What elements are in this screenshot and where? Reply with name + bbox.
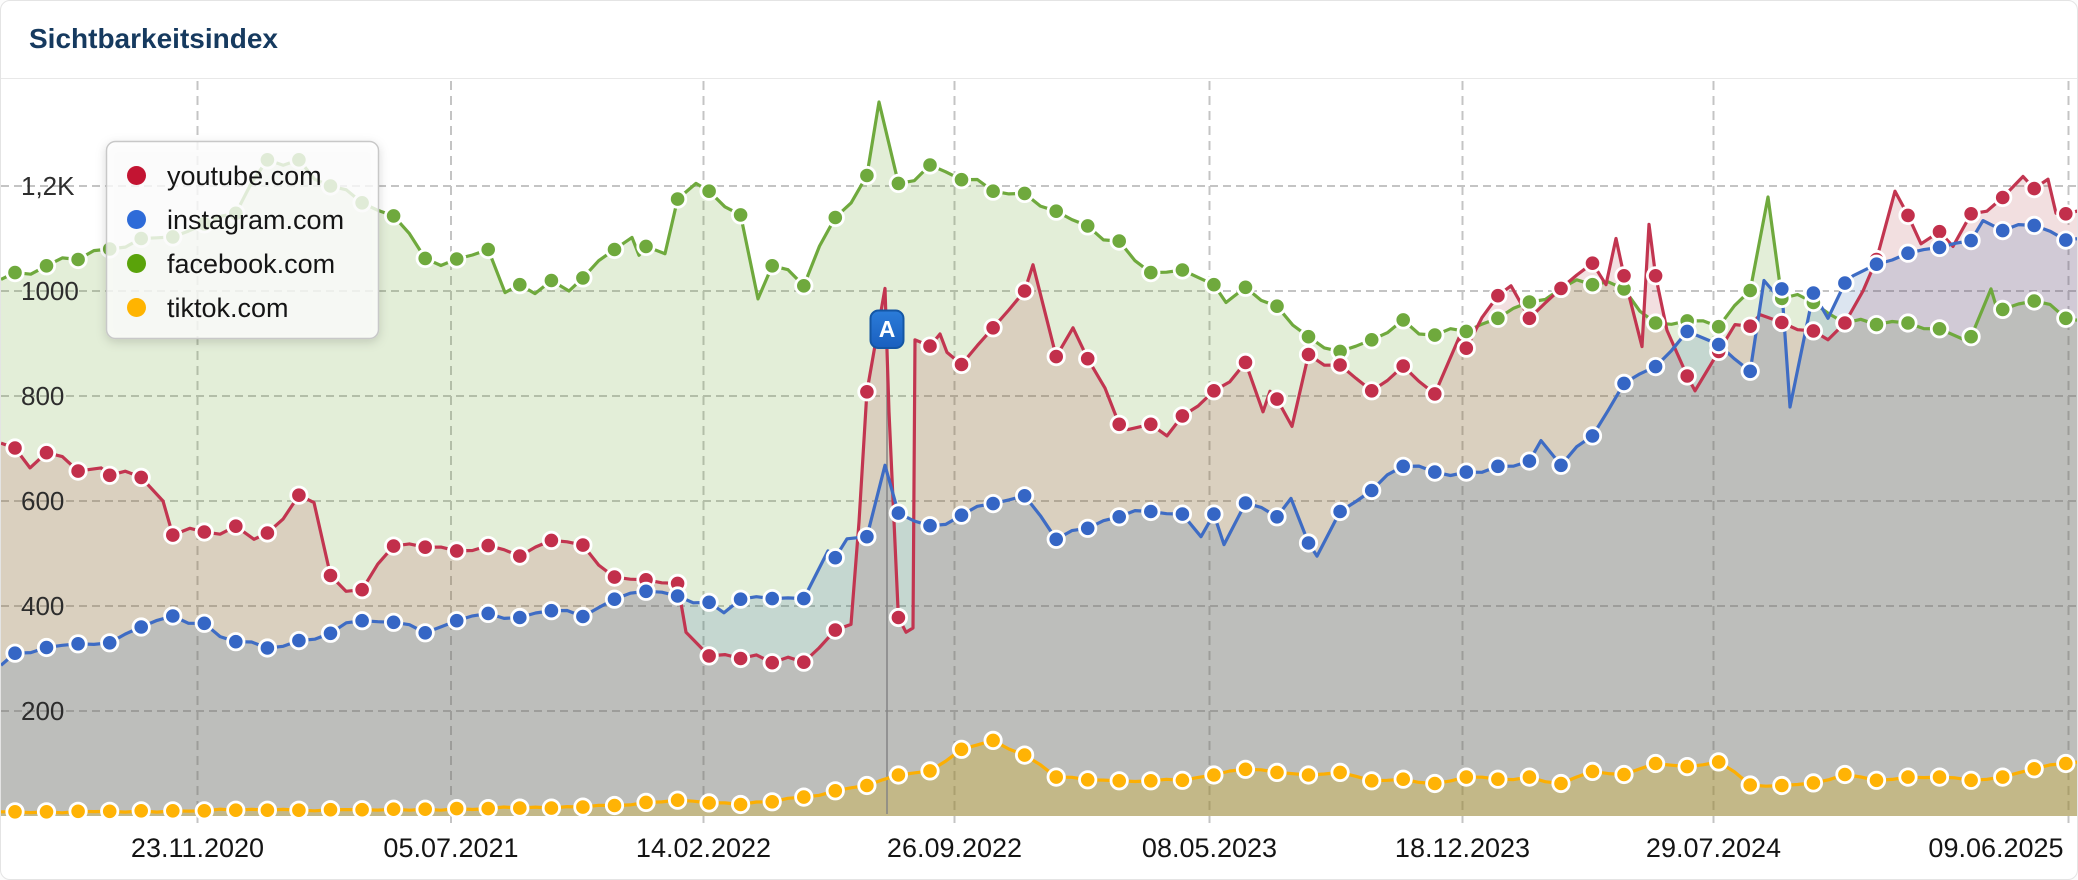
svg-text:09.06.2025: 09.06.2025: [1928, 833, 2063, 863]
svg-text:youtube.com: youtube.com: [167, 161, 322, 191]
svg-text:08.05.2023: 08.05.2023: [1142, 833, 1277, 863]
svg-text:29.07.2024: 29.07.2024: [1646, 833, 1781, 863]
svg-text:1,2K: 1,2K: [21, 171, 75, 201]
svg-text:14.02.2022: 14.02.2022: [636, 833, 771, 863]
svg-text:tiktok.com: tiktok.com: [167, 293, 289, 323]
svg-text:600: 600: [21, 486, 64, 516]
svg-text:instagram.com: instagram.com: [167, 205, 344, 235]
svg-text:1000: 1000: [21, 276, 79, 306]
svg-text:18.12.2023: 18.12.2023: [1395, 833, 1530, 863]
svg-text:facebook.com: facebook.com: [167, 249, 335, 279]
svg-text:200: 200: [21, 696, 64, 726]
svg-text:05.07.2021: 05.07.2021: [383, 833, 518, 863]
svg-text:800: 800: [21, 381, 64, 411]
svg-text:400: 400: [21, 591, 64, 621]
svg-text:A: A: [879, 316, 896, 342]
svg-text:23.11.2020: 23.11.2020: [131, 833, 264, 863]
svg-text:26.09.2022: 26.09.2022: [887, 833, 1022, 863]
